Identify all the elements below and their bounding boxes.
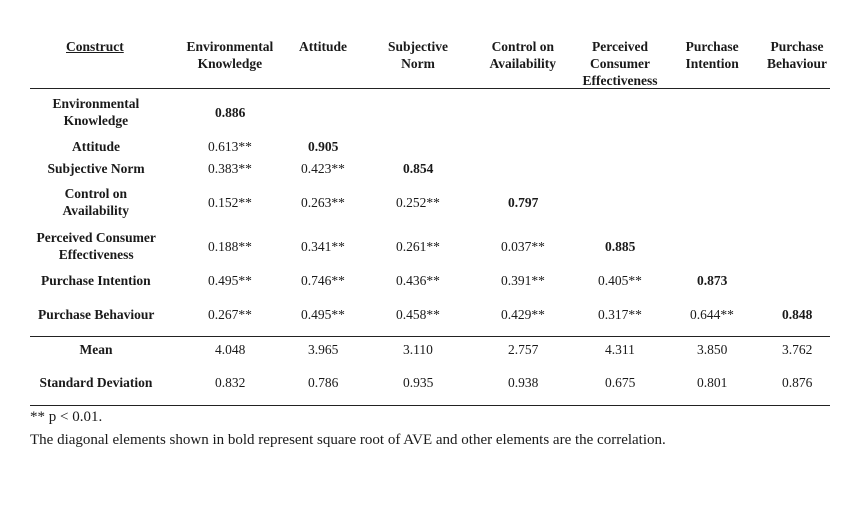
correlation-value: 0.495** (301, 306, 345, 322)
correlation-value: 0.383** (208, 160, 252, 176)
row-label-line: Purchase Behaviour (38, 306, 155, 322)
correlation-value: 0.458** (396, 306, 440, 322)
header-rule (30, 88, 830, 89)
row-label-line: Attitude (72, 138, 120, 154)
row-label-line: Purchase Intention (41, 272, 151, 288)
correlation-value: 0.644** (690, 306, 734, 322)
correlation-value: 0.263** (301, 194, 345, 210)
row-label-line: Knowledge (63, 113, 129, 128)
correlation-value: 0.037** (501, 238, 545, 254)
header-column: Purchase Behaviour (767, 38, 827, 72)
header-column-line: Consumer (589, 56, 650, 71)
stat-label-line: Mean (79, 341, 113, 357)
row-label: Purchase Behaviour (38, 306, 154, 323)
header-column-line: Norm (401, 56, 435, 71)
stats-rule (30, 336, 830, 337)
correlation-value: 0.613** (208, 138, 252, 154)
row-label-line: Perceived Consumer (36, 230, 156, 245)
header-column-line: Intention (685, 56, 739, 71)
stat-value: 0.801 (697, 374, 728, 390)
header-column-line: Attitude (299, 39, 347, 54)
stat-value: 3.850 (697, 341, 728, 357)
correlation-value: 0.495** (208, 272, 252, 288)
header-column-line: Knowledge (197, 56, 263, 71)
diagonal-value: 0.885 (605, 238, 636, 254)
correlation-value: 0.405** (598, 272, 642, 288)
row-label: Purchase Intention (41, 272, 151, 289)
header-column: Perceived Consumer Effectiveness (583, 38, 658, 89)
correlation-value: 0.391** (501, 272, 545, 288)
correlation-value: 0.341** (301, 238, 345, 254)
row-label-line: Environmental (52, 96, 140, 111)
diagonal-value: 0.873 (697, 272, 728, 288)
correlation-value: 0.252** (396, 194, 440, 210)
header-column-line: Behaviour (767, 56, 828, 71)
stat-value: 0.832 (215, 374, 246, 390)
correlation-value: 0.188** (208, 238, 252, 254)
correlation-value: 0.261** (396, 238, 440, 254)
stat-label: Standard Deviation (40, 374, 153, 391)
diagonal-value: 0.854 (403, 160, 434, 176)
row-label-line: Availability (62, 203, 130, 218)
header-column: Environmental Knowledge (187, 38, 274, 72)
header-column-line: Effectiveness (582, 73, 658, 88)
row-label-line: Effectiveness (58, 247, 134, 262)
correlation-value: 0.429** (501, 306, 545, 322)
stat-value: 0.786 (308, 374, 339, 390)
row-label: Environmental Knowledge (53, 95, 140, 129)
correlation-value: 0.152** (208, 194, 252, 210)
diagonal-value: 0.886 (215, 104, 246, 120)
stat-value: 0.675 (605, 374, 636, 390)
diagonal-value: 0.797 (508, 194, 539, 210)
header-column: Attitude (299, 38, 347, 55)
row-label-line: Subjective Norm (47, 160, 145, 176)
row-label: Attitude (72, 138, 120, 155)
correlation-value: 0.436** (396, 272, 440, 288)
correlation-value: 0.267** (208, 306, 252, 322)
header-column: Purchase Intention (686, 38, 739, 72)
stat-value: 4.048 (215, 341, 246, 357)
header-column: Subjective Norm (388, 38, 448, 72)
stat-value: 2.757 (508, 341, 539, 357)
stat-label-line: Standard Deviation (39, 374, 153, 390)
header-column-line: Purchase (770, 39, 824, 54)
row-label: Perceived Consumer Effectiveness (37, 229, 156, 263)
row-label: Subjective Norm (48, 160, 145, 177)
header-column-line: Subjective (388, 39, 448, 54)
significance-note: ** p < 0.01. (30, 409, 103, 425)
row-label: Control on Availability (63, 185, 130, 219)
stat-label: Mean (80, 341, 113, 358)
header-column-line: Purchase (685, 39, 739, 54)
stat-value: 3.965 (308, 341, 339, 357)
stat-value: 3.762 (782, 341, 813, 357)
diagonal-value: 0.905 (308, 138, 339, 154)
header-column-line: Control on (491, 39, 554, 54)
bottom-rule (30, 405, 830, 406)
correlation-value: 0.317** (598, 306, 642, 322)
correlation-value: 0.746** (301, 272, 345, 288)
correlation-value: 0.423** (301, 160, 345, 176)
header-column-line: Environmental (186, 39, 274, 54)
header-construct: Construct (66, 39, 124, 54)
stat-value: 3.110 (403, 341, 433, 357)
row-label-line: Control on (64, 186, 127, 201)
stat-value: 0.935 (403, 374, 434, 390)
header-column-line: Perceived (592, 39, 648, 54)
stat-value: 0.938 (508, 374, 539, 390)
stat-value: 4.311 (605, 341, 635, 357)
diagonal-value: 0.848 (782, 306, 813, 322)
diagonal-note: The diagonal elements shown in bold repr… (30, 432, 666, 448)
header-column-line: Availability (489, 56, 557, 71)
stat-value: 0.876 (782, 374, 813, 390)
header-column: Control on Availability (490, 38, 557, 72)
